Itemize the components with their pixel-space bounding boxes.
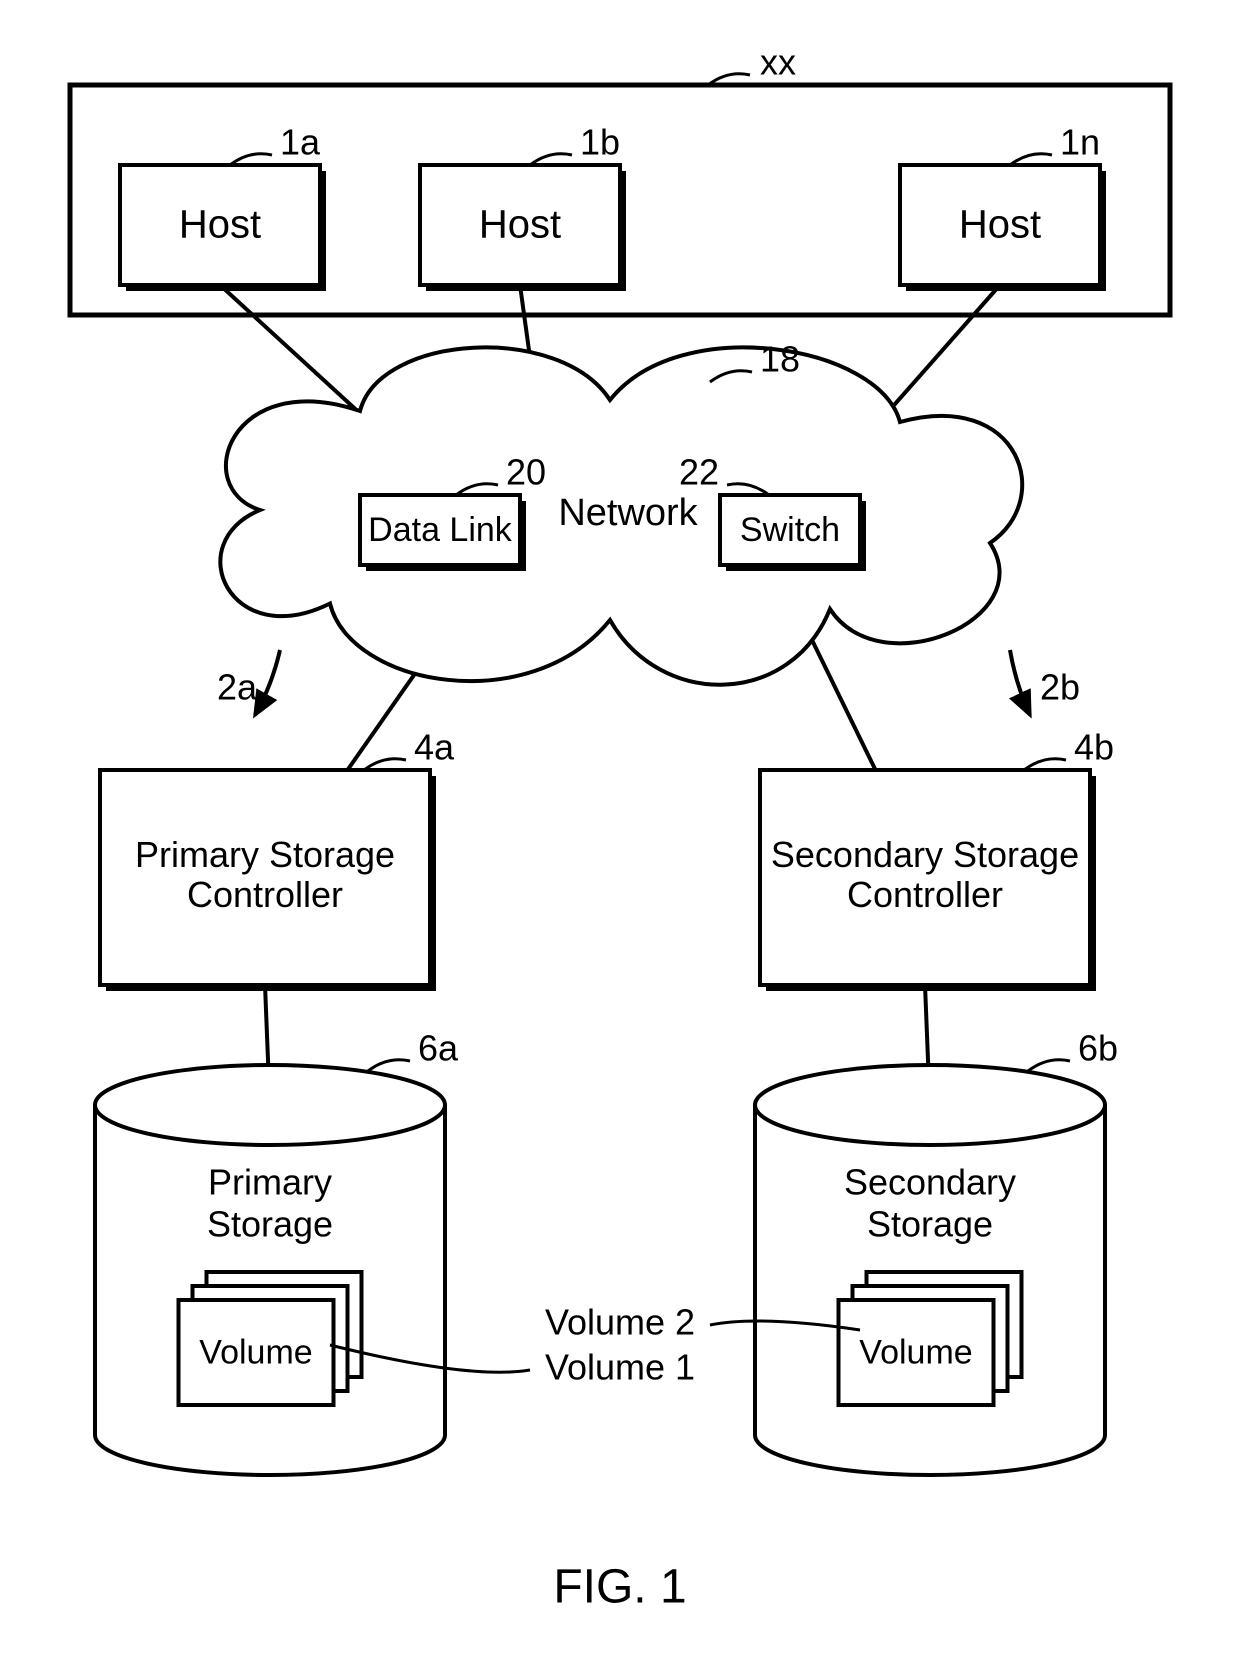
host-1-label: Host bbox=[479, 203, 561, 247]
arrow-2b bbox=[1010, 650, 1030, 715]
primary-storage-label1: Primary bbox=[208, 1162, 332, 1203]
data-link-ref: 20 bbox=[506, 452, 546, 493]
host-0-ref: 1a bbox=[280, 122, 321, 163]
primary-storage-ref: 6a bbox=[418, 1028, 459, 1069]
secondary-storage-label2: Storage bbox=[867, 1204, 993, 1245]
host-2-ref: 1n bbox=[1060, 122, 1100, 163]
secondary-storage-ref: 6b bbox=[1078, 1028, 1118, 1069]
arrow-2a-label: 2a bbox=[217, 667, 258, 708]
secondary-volume-label: Volume bbox=[859, 1333, 972, 1371]
network-ref: 18 bbox=[760, 339, 800, 380]
primary-storage-top bbox=[95, 1065, 445, 1145]
volume2-ref: Volume 2 bbox=[545, 1302, 695, 1343]
primary-storage-ref-leader bbox=[368, 1060, 410, 1071]
host-group-ref: xx bbox=[760, 42, 796, 83]
secondary-controller-label1: Secondary Storage bbox=[771, 834, 1079, 875]
secondary-controller-ref: 4b bbox=[1074, 727, 1114, 768]
primary-controller-label1: Primary Storage bbox=[135, 834, 395, 875]
secondary-storage-top bbox=[755, 1065, 1105, 1145]
switch-box-label: Switch bbox=[740, 511, 840, 549]
host-0-label: Host bbox=[179, 203, 261, 247]
arrow-2b-label: 2b bbox=[1040, 667, 1080, 708]
switch-ref: 22 bbox=[679, 452, 719, 493]
primary-volume-label: Volume bbox=[199, 1333, 312, 1371]
primary-storage-label2: Storage bbox=[207, 1204, 333, 1245]
secondary-controller-label2: Controller bbox=[847, 874, 1003, 915]
figure-label: FIG. 1 bbox=[553, 1561, 686, 1614]
host-1-ref: 1b bbox=[580, 122, 620, 163]
volume1-ref: Volume 1 bbox=[545, 1347, 695, 1388]
secondary-storage-label1: Secondary bbox=[844, 1162, 1016, 1203]
primary-controller-ref: 4a bbox=[414, 727, 455, 768]
primary-controller-label2: Controller bbox=[187, 874, 343, 915]
network-label: Network bbox=[558, 492, 698, 534]
arrow-2a bbox=[255, 650, 280, 715]
secondary-storage-ref-leader bbox=[1028, 1060, 1070, 1071]
host-2-label: Host bbox=[959, 203, 1041, 247]
data-link-box-label: Data Link bbox=[368, 511, 513, 549]
